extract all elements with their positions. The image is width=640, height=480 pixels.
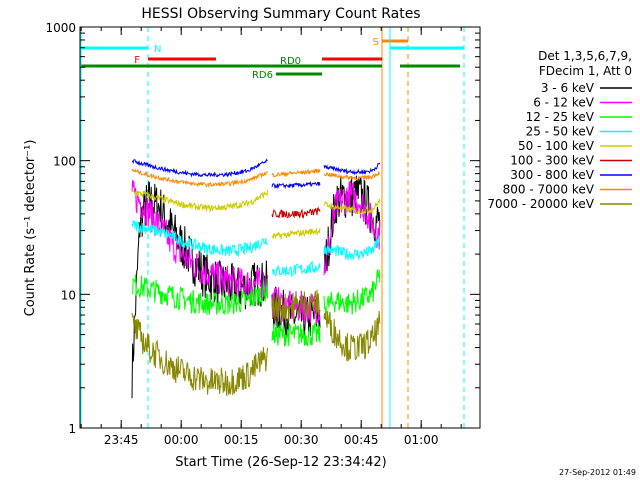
x-tick-label: 00:15	[224, 433, 259, 447]
y-axis-label: Count Rate (s⁻¹ detector⁻¹)	[23, 140, 38, 317]
legend-header-1: Det 1,3,5,6,7,9,	[538, 49, 632, 63]
series-3	[131, 220, 381, 278]
series-6	[131, 158, 381, 190]
legend-label-1: 6 - 12 keV	[533, 96, 595, 110]
series-line-2	[271, 321, 321, 348]
status-label-S: S	[373, 37, 379, 48]
series-line-3	[131, 220, 268, 258]
series-line-7	[131, 168, 268, 189]
legend-header-2: FDecim 1, Att 0	[539, 64, 632, 78]
status-label-N: N	[154, 44, 161, 55]
timestamp: 27-Sep-2012 01:49	[559, 468, 636, 477]
legend-label-7: 800 - 7000 keV	[503, 183, 595, 197]
legend-label-2: 12 - 25 keV	[526, 110, 595, 124]
y-tick-label: 100	[53, 155, 76, 169]
series-line-6	[131, 158, 268, 178]
y-axis: 1 10 100 1000	[45, 21, 480, 436]
x-tick-label: 00:00	[164, 433, 199, 447]
legend-label-8: 7000 - 20000 keV	[487, 197, 594, 211]
series-line-3	[323, 235, 381, 261]
series-line-3	[271, 260, 321, 278]
series-line-7	[271, 168, 321, 178]
legend-label-4: 50 - 100 keV	[518, 139, 595, 153]
status-label-RD0: RD0	[280, 56, 301, 67]
series-line-4	[131, 188, 269, 213]
series-line-6	[323, 162, 381, 176]
series-5	[271, 206, 321, 219]
x-axis-label: Start Time (26-Sep-12 23:34:42)	[175, 455, 386, 470]
x-tick-label: 00:45	[344, 433, 379, 447]
x-tick-label: 00:30	[284, 433, 319, 447]
series-line-6	[271, 180, 321, 190]
x-tick-label: 23:45	[104, 433, 139, 447]
y-tick-label: 1	[68, 422, 76, 436]
legend-label-6: 300 - 800 keV	[510, 168, 594, 182]
y-tick-label: 10	[61, 288, 76, 302]
plot-frame	[79, 26, 481, 429]
series-line-5	[271, 206, 321, 219]
y-tick-label: 1000	[45, 21, 76, 35]
series-line-4	[271, 227, 321, 240]
series-line-4	[323, 198, 381, 215]
x-tick-label: 01:00	[404, 433, 439, 447]
status-label-F: F	[134, 55, 140, 66]
series-line-8	[271, 289, 321, 322]
legend: Det 1,3,5,6,7,9, FDecim 1, Att 0 3 - 6 k…	[487, 49, 632, 211]
legend-label-5: 100 - 300 keV	[510, 154, 594, 168]
x-axis: 23:45 00:00 00:15 00:30 00:45 01:00	[80, 27, 462, 447]
series-line-2	[131, 274, 269, 316]
series-line-1	[323, 181, 381, 276]
series-7	[131, 168, 380, 189]
status-label-RD6: RD6	[252, 70, 273, 81]
plot-area: N F S RD0 RD6	[80, 27, 465, 428]
series-line-8	[323, 310, 381, 362]
series-line-7	[323, 171, 380, 182]
chart-title: HESSI Observing Summary Count Rates	[141, 6, 420, 22]
legend-label-0: 3 - 6 keV	[541, 81, 595, 95]
series-2	[131, 269, 381, 348]
series-line-8	[131, 312, 269, 397]
series-4	[131, 188, 381, 240]
series-line-2	[323, 269, 381, 318]
legend-label-3: 25 - 50 keV	[526, 125, 595, 139]
series-8	[131, 289, 381, 397]
